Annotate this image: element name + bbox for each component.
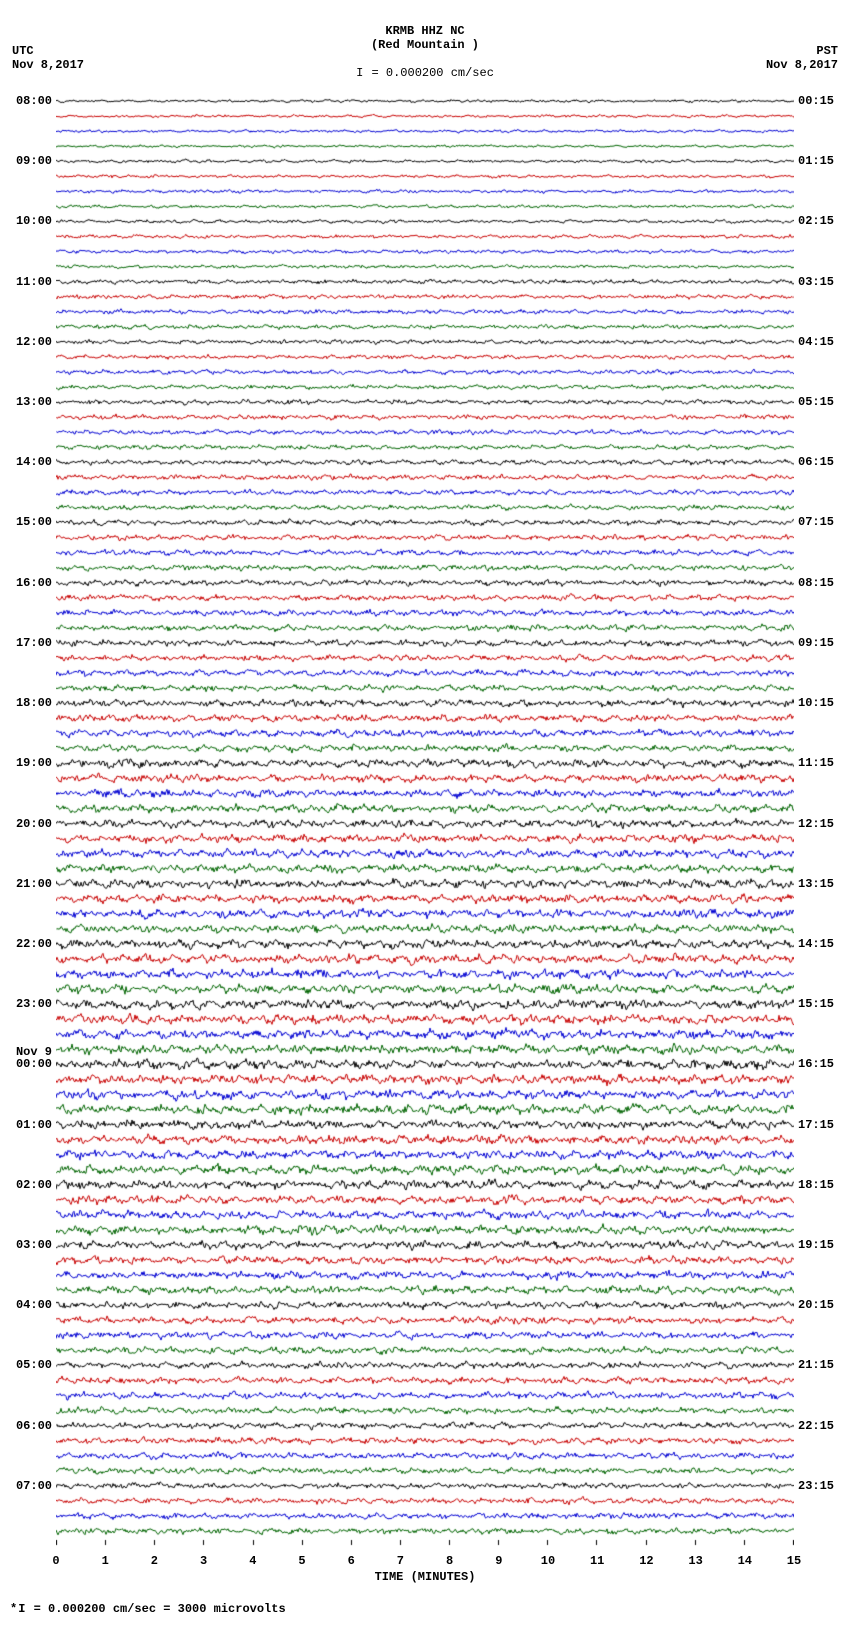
right-hour-label: 18:15 [798, 1179, 834, 1191]
left-hour-label: 07:00 [16, 1480, 52, 1492]
footer: *I = 0.000200 cm/sec = 3000 microvolts [10, 1602, 840, 1616]
left-hour-label: 00:00 [16, 1058, 52, 1070]
left-hour-label: 09:00 [16, 155, 52, 167]
left-tz: UTC [12, 44, 84, 58]
right-hour-label: 14:15 [798, 938, 834, 950]
left-hour-label: 01:00 [16, 1119, 52, 1131]
right-hour-label: 21:15 [798, 1359, 834, 1371]
left-hour-labels: 08:00 09:00 10:00 11:00 12:00 13:00 14:00 15:00… [0, 86, 56, 1546]
x-tick: 6 [348, 1554, 355, 1568]
left-date: Nov 8,2017 [12, 58, 84, 72]
right-hour-label: 20:15 [798, 1299, 834, 1311]
scale-text: = 0.000200 cm/sec [371, 66, 493, 80]
left-hour-label: 10:00 [16, 215, 52, 227]
header: KRMB HHZ NC (Red Mountain ) I = 0.000200… [0, 0, 850, 80]
right-hour-label: 16:15 [798, 1058, 834, 1070]
location-line: (Red Mountain ) [0, 38, 850, 52]
left-hour-label: 11:00 [16, 276, 52, 288]
left-hour-label: 21:00 [16, 878, 52, 890]
right-hour-label: 06:15 [798, 456, 834, 468]
right-hour-label: 03:15 [798, 276, 834, 288]
left-hour-label: 20:00 [16, 818, 52, 830]
x-tick: 11 [590, 1554, 604, 1568]
left-hour-label: 17:00 [16, 637, 52, 649]
left-hour-label: 04:00 [16, 1299, 52, 1311]
left-hour-label: 15:00 [16, 516, 52, 528]
header-right: PST Nov 8,2017 [766, 44, 838, 72]
x-tick: 5 [298, 1554, 305, 1568]
left-hour-label: 12:00 [16, 336, 52, 348]
x-tick: 14 [738, 1554, 752, 1568]
left-hour-label: 23:00 [16, 998, 52, 1010]
right-hour-labels: 00:15 01:15 02:15 03:15 04:15 05:15 06:15 07:15… [794, 86, 850, 1546]
right-hour-label: 23:15 [798, 1480, 834, 1492]
plot-area: 08:0009:0010:0011:0012:0013:0014:0015:00… [56, 86, 794, 1546]
right-hour-label: 12:15 [798, 818, 834, 830]
x-tick: 12 [639, 1554, 653, 1568]
left-hour-label: 06:00 [16, 1420, 52, 1432]
left-hour-label: 02:00 [16, 1179, 52, 1191]
right-hour-label: 15:15 [798, 998, 834, 1010]
x-tick: 2 [151, 1554, 158, 1568]
x-axis-title: TIME (MINUTES) [56, 1570, 794, 1584]
right-hour-label: 00:15 [798, 95, 834, 107]
right-hour-label: 17:15 [798, 1119, 834, 1131]
page: KRMB HHZ NC (Red Mountain ) I = 0.000200… [0, 0, 850, 1616]
x-tick: 0 [52, 1554, 59, 1568]
right-hour-label: 02:15 [798, 215, 834, 227]
left-hour-label: 03:00 [16, 1239, 52, 1251]
right-hour-label: 10:15 [798, 697, 834, 709]
scale-mark-icon: I [356, 66, 364, 80]
right-hour-label: 08:15 [798, 577, 834, 589]
x-tick: 9 [495, 1554, 502, 1568]
right-hour-label: 01:15 [798, 155, 834, 167]
right-hour-label: 07:15 [798, 516, 834, 528]
footer-scale-text: = 0.000200 cm/sec = 3000 microvolts [34, 1602, 286, 1616]
x-tick: 4 [249, 1554, 256, 1568]
x-axis: TIME (MINUTES) 0123456789101112131415 [56, 1550, 794, 1584]
seismogram-canvas [56, 86, 794, 1546]
left-hour-label: 19:00 [16, 757, 52, 769]
right-hour-label: 22:15 [798, 1420, 834, 1432]
title-block: KRMB HHZ NC (Red Mountain ) [0, 24, 850, 52]
right-hour-label: 19:15 [798, 1239, 834, 1251]
left-hour-label: 08:00 [16, 95, 52, 107]
header-left: UTC Nov 8,2017 [12, 44, 84, 72]
right-hour-label: 11:15 [798, 757, 834, 769]
right-hour-label: 04:15 [798, 336, 834, 348]
right-hour-label: 09:15 [798, 637, 834, 649]
left-hour-label: 14:00 [16, 456, 52, 468]
left-hour-label: 22:00 [16, 938, 52, 950]
station-line: KRMB HHZ NC [0, 24, 850, 38]
x-tick: 3 [200, 1554, 207, 1568]
right-hour-label: 05:15 [798, 396, 834, 408]
x-tick: 7 [397, 1554, 404, 1568]
x-tick: 1 [102, 1554, 109, 1568]
scale-block: I = 0.000200 cm/sec [0, 66, 850, 80]
midnight-date-label: Nov 9 [0, 1046, 56, 1058]
footer-scale-mark-icon: *I [10, 1602, 26, 1616]
x-tick: 8 [446, 1554, 453, 1568]
left-hour-label: 13:00 [16, 396, 52, 408]
left-hour-label: 18:00 [16, 697, 52, 709]
x-tick: 10 [541, 1554, 555, 1568]
left-hour-label: 16:00 [16, 577, 52, 589]
right-tz: PST [766, 44, 838, 58]
right-hour-label: 13:15 [798, 878, 834, 890]
x-tick: 13 [688, 1554, 702, 1568]
right-date: Nov 8,2017 [766, 58, 838, 72]
left-hour-label: 05:00 [16, 1359, 52, 1371]
x-tick: 15 [787, 1554, 801, 1568]
